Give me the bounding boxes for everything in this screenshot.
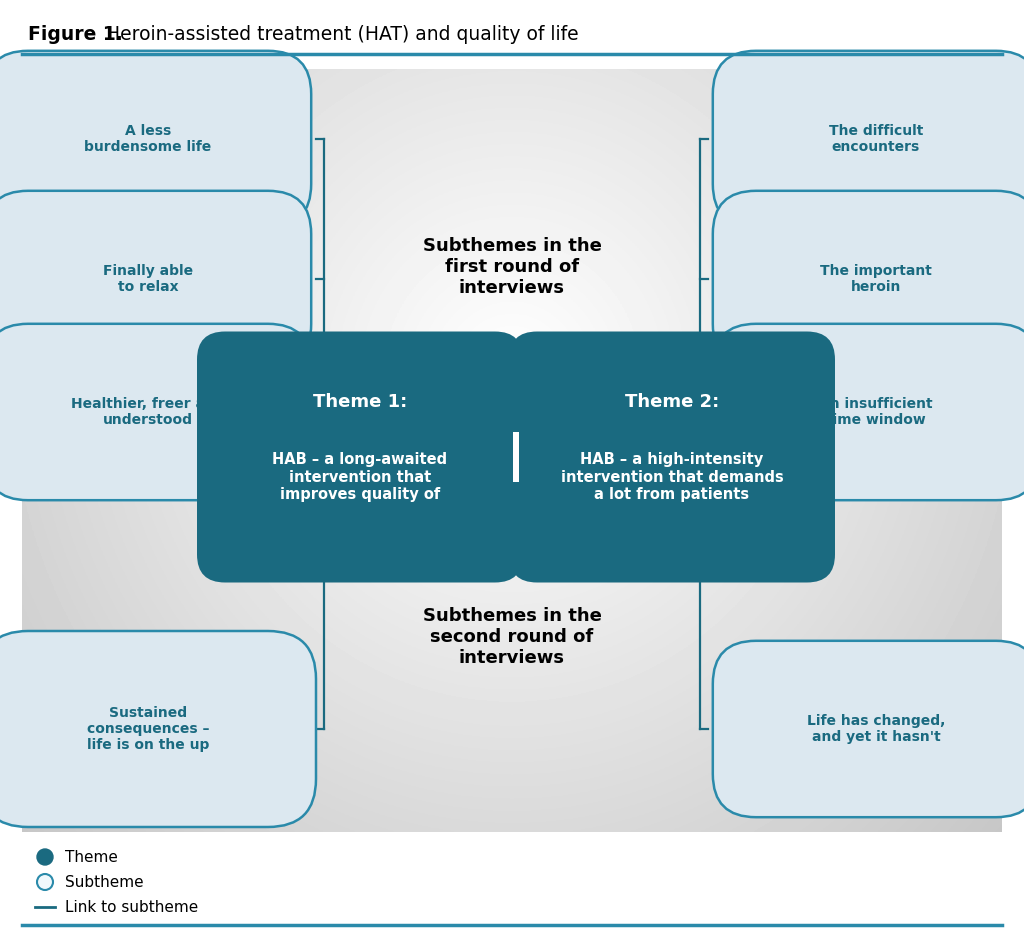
Text: Theme 2:: Theme 2: <box>625 393 719 411</box>
Text: HAB – a long-awaited
intervention that
improves quality of: HAB – a long-awaited intervention that i… <box>272 452 447 502</box>
Text: The important
heroin: The important heroin <box>820 264 932 295</box>
FancyBboxPatch shape <box>0 631 316 827</box>
Text: Healthier, freer and
understood: Healthier, freer and understood <box>71 397 225 427</box>
FancyBboxPatch shape <box>713 190 1024 367</box>
Text: Life has changed,
and yet it hasn't: Life has changed, and yet it hasn't <box>807 714 945 744</box>
Text: Subtheme: Subtheme <box>65 874 143 889</box>
Text: Theme: Theme <box>65 849 118 865</box>
FancyBboxPatch shape <box>509 331 835 582</box>
Text: Sustained
consequences –
life is on the up: Sustained consequences – life is on the … <box>87 706 209 752</box>
Circle shape <box>37 874 53 890</box>
FancyBboxPatch shape <box>0 324 311 500</box>
Text: Subthemes in the
second round of
interviews: Subthemes in the second round of intervi… <box>423 607 601 667</box>
Text: Finally able
to relax: Finally able to relax <box>103 264 194 295</box>
FancyBboxPatch shape <box>197 331 523 582</box>
FancyBboxPatch shape <box>0 51 311 227</box>
Text: HAB – a high-intensity
intervention that demands
a lot from patients: HAB – a high-intensity intervention that… <box>560 452 783 502</box>
Text: Link to subtheme: Link to subtheme <box>65 900 199 915</box>
Text: Theme 1:: Theme 1: <box>313 393 408 411</box>
FancyBboxPatch shape <box>0 190 311 367</box>
Text: A less
burdensome life: A less burdensome life <box>84 124 212 154</box>
FancyBboxPatch shape <box>713 324 1024 500</box>
Text: Heroin-assisted treatment (HAT) and quality of life: Heroin-assisted treatment (HAT) and qual… <box>100 25 579 44</box>
Text: The difficult
encounters: The difficult encounters <box>828 124 924 154</box>
FancyBboxPatch shape <box>713 641 1024 817</box>
Circle shape <box>37 849 53 865</box>
Text: Figure 1.: Figure 1. <box>28 25 123 44</box>
FancyBboxPatch shape <box>713 51 1024 227</box>
Bar <box>513 432 519 482</box>
Text: An insufficient
time window: An insufficient time window <box>819 397 933 427</box>
Text: Subthemes in the
first round of
interviews: Subthemes in the first round of intervie… <box>423 237 601 296</box>
